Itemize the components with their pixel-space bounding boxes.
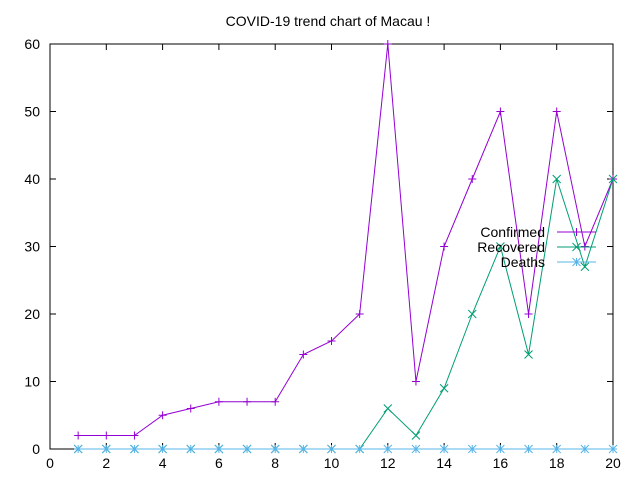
x-tick-label: 8 bbox=[271, 455, 279, 471]
data-point-confirmed bbox=[74, 431, 83, 440]
data-point-deaths bbox=[439, 444, 449, 454]
legend-label-recovered: Recovered bbox=[477, 239, 545, 255]
data-point-confirmed bbox=[102, 431, 111, 440]
data-point-recovered bbox=[608, 174, 618, 184]
x-tick-label: 14 bbox=[436, 455, 452, 471]
data-point-confirmed bbox=[524, 310, 533, 318]
data-point-recovered bbox=[411, 431, 421, 440]
data-point-deaths bbox=[355, 444, 365, 454]
x-tick-label: 18 bbox=[549, 455, 565, 471]
data-point-deaths bbox=[383, 444, 393, 454]
data-point-deaths bbox=[524, 444, 533, 454]
data-point-confirmed bbox=[271, 397, 280, 406]
data-point-deaths bbox=[467, 444, 477, 454]
data-point-confirmed bbox=[383, 40, 392, 48]
y-axis: 0 10 20 30 40 50 60 bbox=[24, 36, 613, 457]
data-point-deaths bbox=[214, 444, 224, 454]
data-point-recovered bbox=[383, 404, 393, 413]
data-point-confirmed bbox=[468, 175, 477, 183]
data-point-deaths bbox=[496, 444, 505, 454]
legend-label-deaths: Deaths bbox=[501, 254, 545, 270]
data-point-deaths bbox=[130, 444, 139, 454]
x-tick-label: 6 bbox=[215, 455, 223, 471]
data-point-confirmed bbox=[411, 377, 420, 386]
data-point-deaths bbox=[158, 444, 167, 454]
y-tick-label: 40 bbox=[24, 171, 40, 187]
data-point-confirmed bbox=[440, 242, 449, 251]
chart-title: COVID-19 trend chart of Macau ! bbox=[226, 13, 431, 29]
series-layer bbox=[73, 40, 618, 454]
data-point-deaths bbox=[608, 444, 618, 454]
data-point-recovered bbox=[524, 350, 533, 359]
data-point-recovered bbox=[439, 383, 449, 393]
data-point-recovered bbox=[580, 262, 590, 272]
data-point-confirmed bbox=[186, 404, 195, 413]
data-point-deaths bbox=[270, 444, 280, 454]
data-point-confirmed bbox=[158, 411, 167, 420]
data-point-deaths bbox=[186, 444, 196, 454]
data-point-confirmed bbox=[355, 310, 364, 318]
legend-marker-confirmed bbox=[572, 228, 581, 236]
data-point-confirmed bbox=[214, 397, 223, 406]
data-point-deaths bbox=[242, 444, 252, 454]
data-point-confirmed bbox=[496, 107, 505, 116]
data-point-recovered bbox=[467, 309, 477, 319]
x-tick-label: 2 bbox=[102, 455, 110, 471]
data-point-deaths bbox=[552, 444, 562, 454]
legend-label-confirmed: Confirmed bbox=[480, 224, 545, 240]
data-point-recovered bbox=[496, 242, 505, 251]
x-tick-label: 16 bbox=[493, 455, 509, 471]
data-point-deaths bbox=[101, 444, 111, 454]
series-line-confirmed bbox=[78, 43, 614, 436]
data-point-deaths bbox=[411, 444, 421, 454]
legend-marker-recovered bbox=[572, 242, 581, 252]
data-point-confirmed bbox=[299, 350, 308, 359]
data-point-deaths bbox=[580, 444, 590, 454]
data-point-confirmed bbox=[243, 397, 252, 406]
data-point-confirmed bbox=[552, 107, 561, 116]
x-tick-label: 20 bbox=[605, 455, 621, 471]
data-point-deaths bbox=[327, 444, 336, 454]
y-tick-label: 30 bbox=[24, 239, 40, 255]
y-tick-label: 60 bbox=[24, 36, 40, 52]
y-tick-label: 50 bbox=[24, 104, 40, 120]
data-point-deaths bbox=[298, 444, 308, 454]
x-tick-label: 4 bbox=[159, 455, 167, 471]
y-tick-label: 20 bbox=[24, 306, 40, 322]
data-point-confirmed bbox=[327, 337, 336, 345]
y-tick-label: 0 bbox=[32, 441, 40, 457]
x-tick-label: 12 bbox=[380, 455, 396, 471]
data-point-deaths bbox=[73, 444, 83, 454]
data-point-confirmed bbox=[130, 431, 139, 440]
y-tick-label: 10 bbox=[24, 374, 40, 390]
legend-marker-deaths bbox=[572, 257, 581, 267]
x-tick-label: 10 bbox=[324, 455, 340, 471]
data-point-recovered bbox=[552, 174, 562, 184]
x-axis: 0 2 4 6 8 10 12 14 16 18 20 bbox=[46, 44, 621, 471]
series-line-recovered bbox=[78, 178, 614, 450]
x-tick-label: 0 bbox=[46, 455, 54, 471]
